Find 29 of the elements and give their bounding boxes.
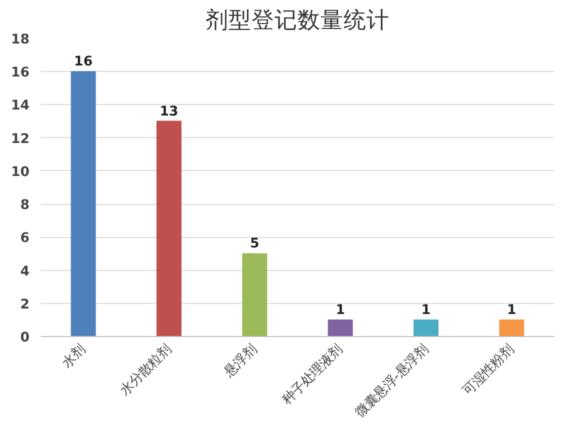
y-tick-label: 6 [20, 231, 30, 246]
bar [242, 253, 268, 336]
y-tick-label: 8 [20, 198, 30, 214]
y-tick-label: 16 [10, 66, 30, 81]
y-tick-label: 2 [20, 297, 30, 312]
y-tick-label: 4 [20, 264, 30, 280]
y-tick-label: 12 [10, 132, 30, 147]
y-tick-label: 10 [10, 164, 30, 180]
x-tick-label: 水分散粒剂 [117, 341, 174, 399]
y-tick-label: 18 [10, 32, 30, 48]
x-tick-label: 种子处理液剂 [279, 341, 346, 408]
data-label: 1 [336, 302, 345, 318]
chart-title: 剂型登记数量统计 [206, 8, 390, 34]
y-tick-label: 14 [10, 98, 30, 114]
bar [499, 319, 524, 336]
data-label: 16 [74, 54, 93, 70]
x-tick-label: 水剂 [58, 341, 89, 372]
x-tick-label: 悬浮剂 [220, 341, 260, 382]
y-tick-label: 0 [20, 330, 30, 346]
data-label: 5 [250, 236, 260, 252]
bar [414, 319, 438, 336]
bar [70, 71, 96, 336]
x-tick-label: 微囊悬浮-悬浮剂 [352, 341, 432, 421]
x-tick-label: 可湿性粉剂 [460, 341, 517, 399]
bar [328, 319, 353, 336]
bar [156, 120, 182, 336]
data-label: 1 [507, 302, 516, 318]
data-label: 1 [421, 302, 431, 318]
data-label: 13 [160, 104, 178, 120]
